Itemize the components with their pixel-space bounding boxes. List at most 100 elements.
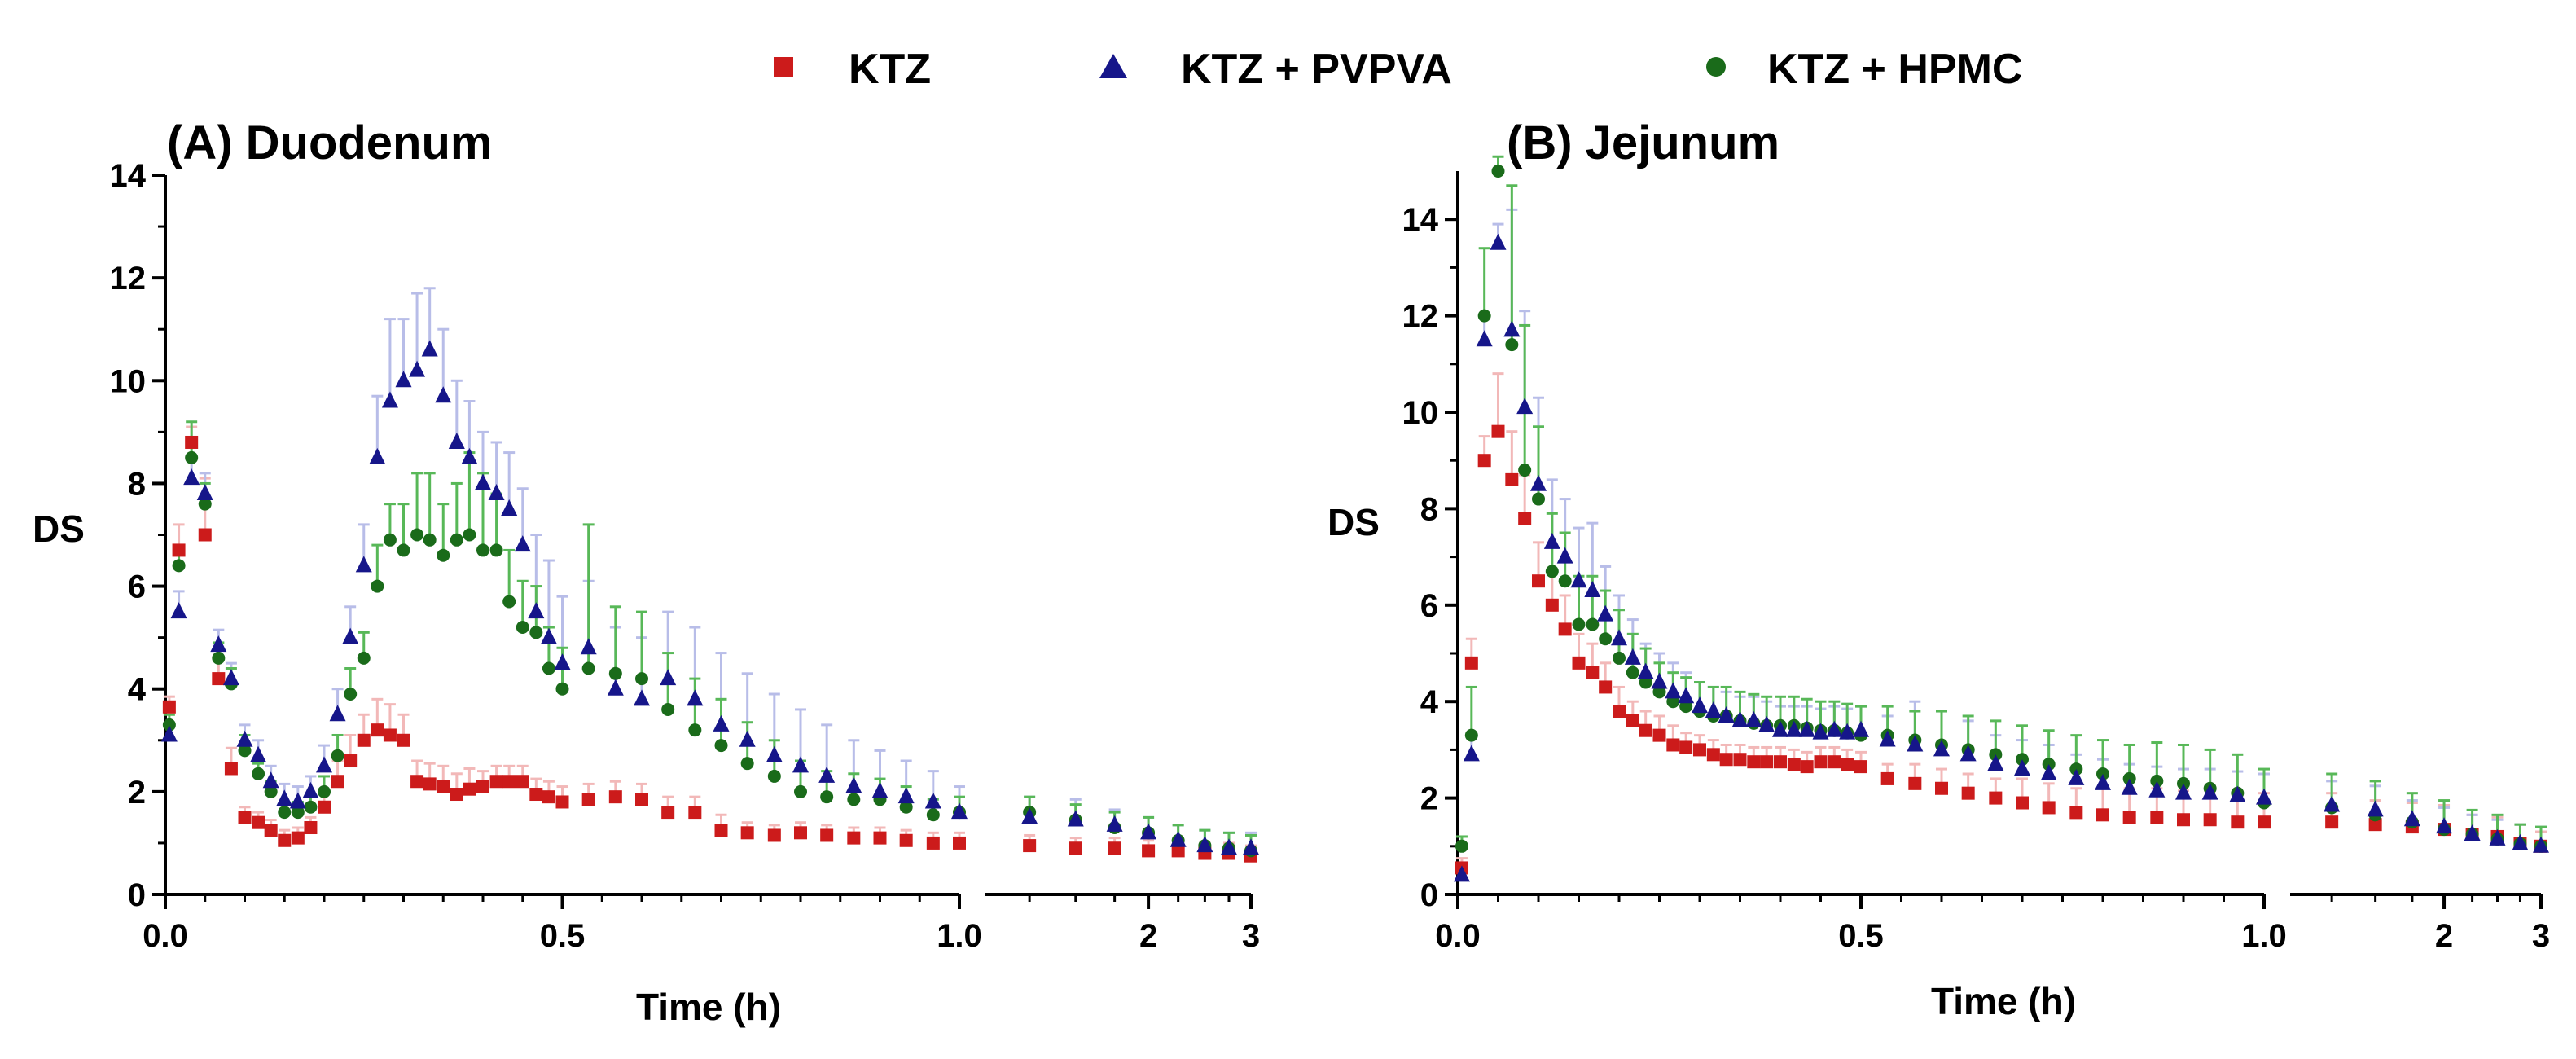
data-point-square (542, 790, 555, 804)
data-point-square (1693, 743, 1706, 757)
y-tick-label: 6 (1420, 588, 1438, 624)
data-point-triangle (316, 756, 332, 773)
data-point-square (1841, 758, 1854, 771)
data-point-triangle (634, 689, 650, 706)
data-point-triangle (924, 792, 941, 809)
legend-marker-square (774, 57, 793, 77)
y-tick-label: 10 (110, 363, 147, 399)
data-point-square (516, 775, 529, 789)
data-point-square (1800, 760, 1814, 774)
y-tick-label: 8 (1420, 491, 1438, 527)
data-point-triangle (2464, 824, 2481, 841)
panel-title: (B) Jejunum (1507, 116, 1780, 169)
series-ktz-hpmc (1455, 155, 2547, 846)
data-point-triangle (1692, 696, 1708, 714)
data-point-triangle (2256, 788, 2272, 805)
data-point-triangle (1678, 687, 1695, 704)
data-point-circle (1572, 617, 1586, 631)
data-point-triangle (342, 627, 359, 644)
panel-title: (A) Duodenum (167, 116, 493, 169)
data-point-square (1733, 753, 1747, 767)
data-point-square (1652, 728, 1666, 742)
data-point-circle (172, 559, 186, 573)
data-point-triangle (1987, 754, 2004, 771)
data-point-square (2122, 811, 2136, 824)
data-point-circle (1626, 666, 1639, 679)
data-point-square (1572, 656, 1586, 670)
data-point-circle (450, 533, 463, 547)
data-point-triangle (554, 653, 571, 670)
data-point-square (2177, 813, 2190, 827)
data-point-circle (1599, 632, 1613, 646)
data-point-circle (238, 744, 252, 758)
data-point-circle (926, 808, 940, 822)
data-point-triangle (1839, 723, 1856, 740)
data-point-circle (1586, 617, 1600, 631)
data-point-triangle (1106, 815, 1123, 832)
data-point-triangle (170, 602, 187, 619)
data-point-triangle (514, 535, 531, 552)
data-point-triangle (501, 499, 518, 516)
data-point-square (1171, 844, 1185, 858)
y-tick-label: 14 (110, 158, 147, 194)
markers-triangle (160, 340, 1259, 855)
x-tick-label: 0.0 (1435, 918, 1481, 954)
data-point-square (1935, 781, 1948, 795)
data-point-square (740, 826, 754, 840)
data-point-triangle (461, 447, 478, 464)
data-point-circle (1455, 839, 1468, 853)
data-point-square (1626, 714, 1639, 727)
x-tick-label: 1.0 (2241, 918, 2287, 954)
data-point-square (1613, 705, 1626, 718)
legend-item-ktz-hpmc: KTZ + HPMC (1706, 46, 2022, 93)
y-tick-label: 2 (1420, 781, 1438, 817)
legend-marker-triangle (1099, 54, 1127, 78)
data-point-triangle (818, 766, 836, 783)
data-point-circle (661, 702, 675, 716)
y-tick-label: 10 (1402, 395, 1439, 431)
data-point-square (224, 762, 238, 776)
data-point-square (899, 833, 913, 847)
data-point-triangle (792, 756, 809, 773)
data-point-square (1477, 454, 1491, 468)
data-point-square (2258, 815, 2271, 829)
data-point-square (1518, 512, 1532, 525)
data-point-square (371, 723, 384, 737)
data-point-triangle (1196, 836, 1213, 853)
data-point-triangle (1476, 330, 1493, 347)
markers-circle (162, 450, 1257, 858)
y-tick-label: 0 (1420, 877, 1438, 913)
data-point-triangle (1853, 720, 1869, 737)
data-point-square (463, 782, 476, 796)
data-point-circle (529, 626, 543, 639)
data-point-circle (1545, 565, 1559, 578)
data-point-triangle (1530, 474, 1547, 491)
data-point-triangle (1879, 730, 1896, 747)
data-point-square (820, 828, 834, 842)
data-point-circle (252, 767, 265, 780)
data-point-triangle (196, 484, 213, 501)
data-point-triangle (1453, 865, 1470, 882)
data-point-square (318, 800, 331, 814)
x-tick-label: 3 (2532, 918, 2550, 954)
legend-marker-circle (1706, 57, 1726, 77)
series-ktz-pvpva (1455, 208, 2547, 876)
y-axis-title: DS (1327, 501, 1380, 543)
data-point-triangle (160, 725, 178, 742)
data-point-square (1491, 424, 1505, 438)
data-point-circle (899, 800, 913, 814)
data-point-triangle (845, 776, 862, 793)
data-point-square (185, 435, 199, 449)
data-point-square (2150, 811, 2164, 824)
data-point-square (1828, 755, 1841, 769)
panel-duodenum: (A) Duodenum DS Time (h) 0 2 4 6 8 10 12 14 0.0 0.5 1… (33, 116, 1260, 1028)
data-point-square (1774, 755, 1787, 769)
legend-label-ktz: KTZ (849, 46, 931, 93)
data-point-triangle (222, 669, 239, 686)
data-point-triangle (2489, 828, 2506, 846)
data-point-circle (688, 723, 702, 737)
data-point-triangle (540, 627, 557, 644)
data-point-circle (383, 533, 397, 547)
data-point-square (1599, 680, 1613, 694)
data-point-circle (608, 666, 622, 680)
